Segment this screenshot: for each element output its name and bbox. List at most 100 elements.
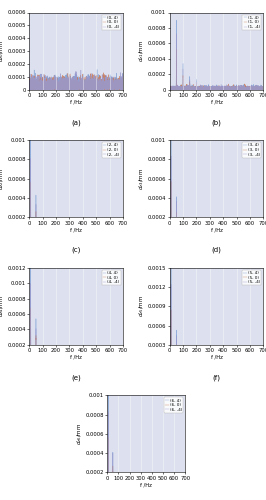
(1, 4) [262,86,265,91]
(2, 0) [28,228,31,234]
(3, -4) [168,232,171,238]
Line [29,308,123,360]
X-axis label: f /Hz: f /Hz [211,100,222,104]
(2, 0) [68,230,71,235]
(6, 4) [163,485,166,491]
(3, 4) [262,234,265,239]
Y-axis label: $d_{z2}$/mm: $d_{z2}$/mm [0,168,6,190]
(0, 4) [76,87,79,93]
(5, 0) [208,361,211,367]
(1, 0) [208,83,211,89]
(0, -4) [121,84,124,90]
(0, 4) [95,66,99,72]
(0, -4) [68,86,71,91]
(3, -4) [225,234,228,239]
(0, 4) [72,83,75,89]
Y-axis label: $d_{z0}$/mm: $d_{z0}$/mm [0,40,6,62]
X-axis label: f /Hz: f /Hz [140,482,152,488]
Y-axis label: $d_{z5}$/mm: $d_{z5}$/mm [138,295,146,318]
(2, 4) [118,232,122,238]
(3, 0) [262,230,265,236]
(1, -4) [262,86,265,92]
Legend: (4, 4), (4, 0), (4, -4): (4, 4), (4, 0), (4, -4) [102,270,121,285]
(6, -4) [106,488,109,494]
(5, -4) [236,361,239,367]
X-axis label: f /Hz: f /Hz [70,100,82,104]
(5, 4) [208,361,211,367]
(3, 0) [207,232,211,237]
(6, 0) [139,487,142,493]
(4, 4) [67,354,70,360]
(4, 4) [28,356,31,362]
(4, 4) [121,356,124,362]
(5, 0) [169,307,173,313]
(3, 4) [168,233,171,239]
(6, 0) [163,488,166,494]
(1, 0) [175,46,178,52]
(2, -4) [96,230,99,236]
Y-axis label: $d_{z1}$/mm: $d_{z1}$/mm [138,40,146,62]
(0, -4) [107,87,110,93]
(2, 4) [72,231,75,237]
Line [170,284,263,364]
(6, -4) [143,482,146,488]
(0, 0) [68,83,71,89]
Line [107,392,185,492]
(0, 4) [28,84,31,90]
Line [170,310,263,364]
(2, 0) [96,232,99,238]
(3, -4) [169,153,173,159]
(3, 0) [169,178,173,184]
(2, 0) [72,233,75,239]
(4, 4) [118,356,122,362]
(0, -4) [118,87,122,93]
Line [29,138,123,236]
(4, -4) [72,354,75,360]
(2, -4) [114,232,117,237]
(1, -4) [259,86,262,91]
(3, 4) [207,232,211,238]
(5, 4) [259,358,262,364]
Line [29,73,123,90]
(2, 4) [68,230,71,235]
(5, -4) [207,359,211,365]
(1, -4) [208,86,211,92]
(6, -4) [139,487,142,493]
(2, 4) [114,228,117,234]
(3, 4) [259,228,262,234]
(1, -4) [219,87,223,93]
(1, 0) [238,87,241,93]
(0, 0) [67,76,70,82]
(4, 0) [72,357,75,363]
(5, 4) [254,360,257,366]
(1, 0) [236,86,239,92]
(1, 4) [259,86,262,92]
(4, 4) [72,356,75,362]
(4, 0) [28,358,32,364]
(0, 0) [118,84,122,90]
(4, 4) [29,263,32,269]
(2, -4) [36,234,39,239]
(4, -4) [68,356,71,362]
(1, 4) [254,86,257,92]
Line [170,182,263,236]
Line [29,266,123,360]
(5, 4) [168,361,171,367]
(1, 0) [259,86,262,92]
(0, 4) [67,84,70,90]
(6, 4) [143,486,146,492]
(0, 0) [67,87,70,93]
(5, -4) [169,282,173,288]
X-axis label: f /Hz: f /Hz [211,355,222,360]
(6, 0) [107,434,110,440]
(4, -4) [96,356,99,362]
(6, 4) [181,488,185,494]
(4, 0) [29,305,32,311]
(2, 4) [99,234,103,239]
(4, 0) [68,356,71,362]
(2, -4) [68,232,71,238]
Line [29,70,123,90]
(5, -4) [259,360,262,366]
(3, -4) [254,232,257,238]
(6, -4) [181,488,185,494]
